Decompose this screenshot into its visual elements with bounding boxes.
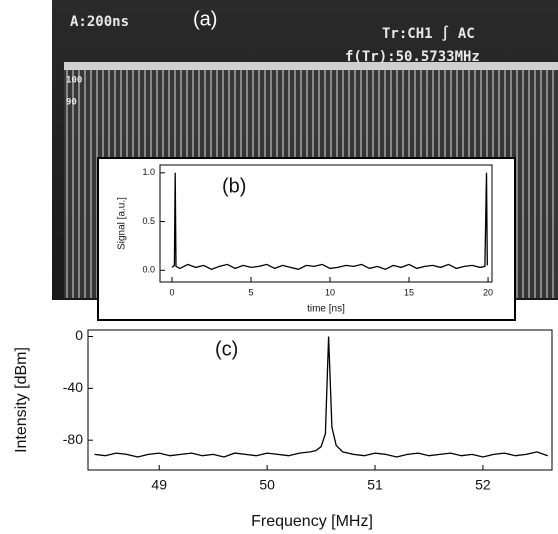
y-axis-label: Intensity [dBm] — [13, 347, 30, 453]
y-tick-label: -40 — [63, 379, 83, 395]
x-tick-label: 50 — [259, 477, 275, 493]
y-tick-label: 1.0 — [142, 167, 155, 177]
frequency: f(Tr):50.5733MHz — [345, 49, 480, 65]
y-tick-label: -80 — [63, 431, 83, 447]
plot-frame — [87, 329, 553, 471]
x-tick-label: 0 — [170, 287, 175, 297]
x-tick-label: 52 — [475, 477, 491, 493]
data-line — [171, 172, 488, 271]
y-axis-label: Signal [a.u.] — [117, 197, 128, 250]
panel-label: (a) — [193, 8, 217, 30]
y-tick-label: 0.0 — [142, 265, 155, 275]
graticule-label: 100 — [66, 76, 82, 86]
y-tick-label: 0.5 — [142, 216, 155, 226]
x-tick-label: 51 — [367, 477, 383, 493]
x-tick-label: 49 — [151, 477, 167, 493]
inset-box — [97, 157, 516, 321]
panel-label: (b) — [222, 175, 246, 197]
x-tick-label: 20 — [483, 287, 493, 297]
panel-label: (c) — [215, 338, 238, 360]
x-axis-label: Frequency [MHz] — [251, 513, 373, 530]
data-line — [94, 336, 548, 458]
x-tick-label: 10 — [325, 287, 335, 297]
x-axis-label: time [ns] — [307, 304, 345, 315]
y-tick-label: 0 — [75, 327, 83, 343]
plot-frame — [159, 164, 493, 283]
x-tick-label: 5 — [249, 287, 254, 297]
timebase: A:200ns — [70, 14, 129, 30]
graticule-label: 90 — [66, 98, 77, 108]
trigger: Tr:CH1 ∫ AC — [382, 25, 475, 42]
x-tick-label: 15 — [404, 287, 414, 297]
photo-trace-top — [64, 62, 558, 70]
